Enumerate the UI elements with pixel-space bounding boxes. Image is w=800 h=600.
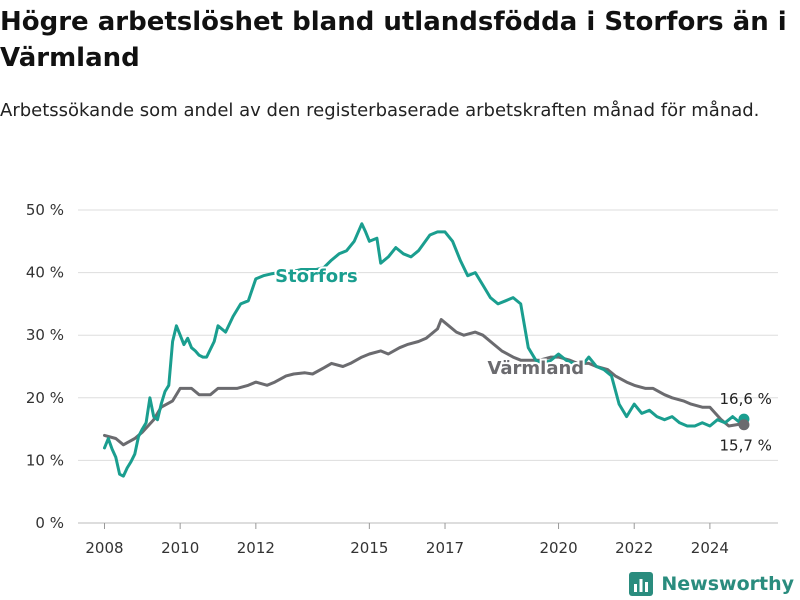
y-tick-label: 10 %	[26, 451, 64, 469]
bar-chart-logo-icon	[629, 572, 654, 596]
chart-subtitle: Arbetssökande som andel av den registerb…	[0, 100, 760, 121]
x-tick-label: 2024	[691, 539, 729, 557]
x-tick-label: 2012	[237, 539, 275, 557]
newsworthy-brand[interactable]: Newsworthy	[629, 570, 794, 598]
y-tick-label: 50 %	[26, 201, 64, 219]
y-tick-label: 20 %	[26, 389, 64, 407]
x-tick-label: 2015	[350, 539, 388, 557]
series-label-varmland: Värmland	[487, 358, 584, 379]
series-line-storfors	[103, 222, 746, 478]
x-tick-label: 2010	[161, 539, 199, 557]
series-label-storfors: Storfors	[275, 266, 358, 287]
x-tick-label: 2022	[615, 539, 653, 557]
x-tick-label: 2020	[539, 539, 577, 557]
series-line-varmland	[103, 318, 746, 447]
chart-title: Högre arbetslöshet bland utlandsfödda i …	[0, 7, 787, 73]
end-point-varmland	[738, 419, 750, 431]
y-tick-label: 30 %	[26, 326, 64, 344]
x-tick-label: 2017	[426, 539, 464, 557]
y-tick-label: 40 %	[26, 264, 64, 282]
brand-name: Newsworthy	[661, 573, 794, 595]
x-tick-label: 2008	[85, 539, 123, 557]
end-label-storfors: 16,6 %	[720, 390, 772, 408]
end-label-varmland: 15,7 %	[720, 437, 772, 455]
y-tick-label: 0 %	[35, 514, 64, 532]
